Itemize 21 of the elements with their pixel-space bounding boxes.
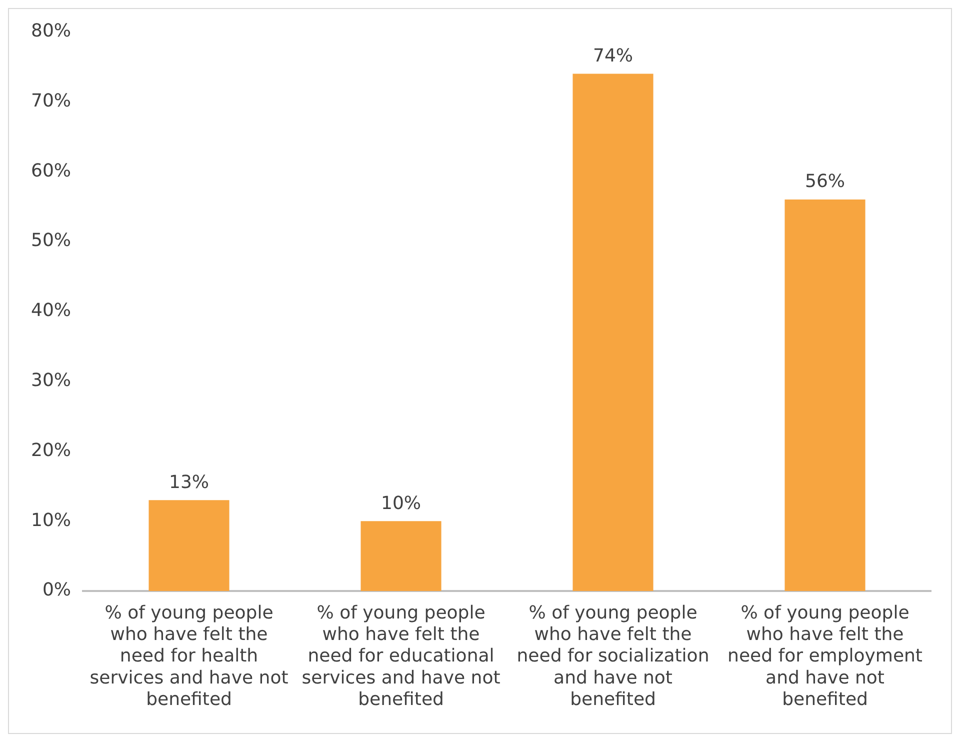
y-tick-label: 60% xyxy=(30,160,72,182)
x-tick-label: % of young people who have felt the need for educational services and have not benefited xyxy=(302,602,500,710)
y-tick-label: 40% xyxy=(30,300,72,322)
bar xyxy=(148,500,230,591)
data-label: 74% xyxy=(592,45,634,66)
y-tick-label: 80% xyxy=(30,20,72,42)
x-tick-label: % of young people who have felt the need for health services and have not benefited xyxy=(90,602,288,710)
bar xyxy=(360,521,442,591)
bar xyxy=(784,200,866,591)
y-tick-label: 0% xyxy=(42,580,72,601)
x-tick-label: % of young people who have felt the need for socialization and have not benefited xyxy=(516,602,710,710)
y-tick-label: 10% xyxy=(30,510,72,531)
y-tick-label: 50% xyxy=(30,230,72,252)
data-label: 56% xyxy=(804,171,846,192)
data-label: 13% xyxy=(169,472,210,493)
data-label: 10% xyxy=(380,492,422,514)
bar xyxy=(572,74,654,591)
y-tick-label: 20% xyxy=(30,440,72,461)
y-tick-label: 70% xyxy=(30,90,72,112)
y-tick-label: 30% xyxy=(30,370,72,391)
x-tick-label: % of young people who have felt the need for employment and have not benefited xyxy=(728,602,922,710)
